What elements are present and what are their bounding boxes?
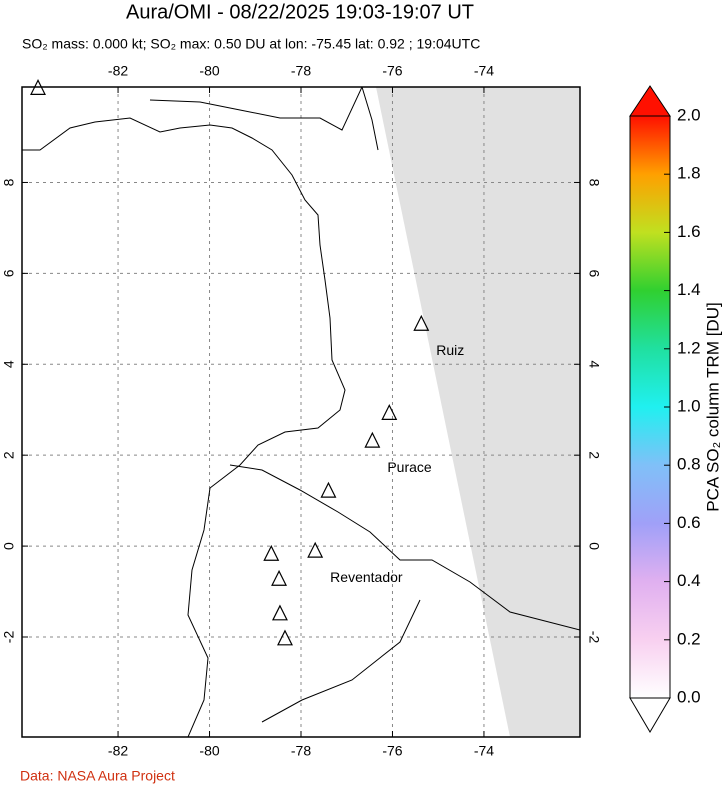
volcano-label: Ruiz <box>436 342 464 358</box>
lat-tick-label: 0 <box>586 542 602 550</box>
lon-tick-label: -78 <box>291 743 311 759</box>
volcano-label: Reventador <box>330 569 403 585</box>
border <box>261 599 421 723</box>
lon-tick-label: -76 <box>382 63 402 79</box>
no-data-region <box>376 87 580 737</box>
lon-tick-label: -78 <box>291 63 311 79</box>
volcano <box>364 431 381 448</box>
volcano <box>271 604 288 621</box>
lat-tick-label: -2 <box>1 631 17 644</box>
lat-tick-label: 8 <box>586 179 602 187</box>
map-area <box>22 87 580 737</box>
colorbar-tick-label: 0.6 <box>677 513 701 532</box>
lon-tick-label: -76 <box>382 743 402 759</box>
volcano <box>263 544 280 561</box>
border <box>229 464 580 631</box>
colorbar <box>629 115 671 699</box>
volcano <box>381 404 398 420</box>
lon-tick-label: -74 <box>474 63 494 79</box>
volcano <box>320 481 337 498</box>
volcano <box>413 314 430 331</box>
colorbar-tick-label: 0.2 <box>677 629 701 648</box>
colorbar-tick-label: 1.8 <box>677 164 701 183</box>
colorbar-under-arrow <box>629 697 671 733</box>
colorbar-tick-label: 0.0 <box>677 687 701 706</box>
colorbar-tick-label: 1.2 <box>677 338 701 357</box>
colorbar-tick-label: 1.6 <box>677 222 701 241</box>
lat-tick-label: 0 <box>1 542 17 550</box>
colorbar-over-arrow <box>629 85 671 117</box>
lon-tick-label: -82 <box>108 743 128 759</box>
title: Aura/OMI - 08/22/2025 19:03-19:07 UT <box>126 1 474 23</box>
lat-tick-label: 4 <box>586 360 602 368</box>
colorbar-tick-label: 1.4 <box>677 280 701 299</box>
coastline <box>22 117 346 737</box>
lat-tick-label: 6 <box>1 269 17 277</box>
subtitle: SO₂ mass: 0.000 kt; SO₂ max: 0.50 DU at … <box>22 36 480 52</box>
colorbar-label: PCA SO₂ column TRM [DU] <box>703 302 722 511</box>
lon-tick-label: -80 <box>199 743 219 759</box>
colorbar-tick-label: 1.0 <box>677 396 701 415</box>
lat-tick-label: 8 <box>1 178 17 186</box>
lat-tick-label: 6 <box>586 269 602 277</box>
border <box>361 87 379 151</box>
lon-tick-label: -80 <box>199 63 219 79</box>
lat-tick-label: -2 <box>586 631 602 644</box>
lat-tick-label: 2 <box>586 451 602 459</box>
volcano <box>307 541 324 558</box>
volcano <box>277 629 293 646</box>
lat-tick-label: 2 <box>1 451 17 459</box>
coastline <box>149 87 363 131</box>
lon-tick-label: -74 <box>474 743 494 759</box>
volcano <box>271 569 288 586</box>
credit: Data: NASA Aura Project <box>20 768 175 784</box>
lon-tick-label: -82 <box>108 63 128 79</box>
colorbar-tick-label: 0.8 <box>677 455 701 474</box>
colorbar-tick-label: 0.4 <box>677 571 701 590</box>
volcano-label: Purace <box>387 459 432 475</box>
colorbar-tick-label: 2.0 <box>677 105 701 124</box>
volcano <box>30 79 46 95</box>
lat-tick-label: 4 <box>1 360 17 368</box>
